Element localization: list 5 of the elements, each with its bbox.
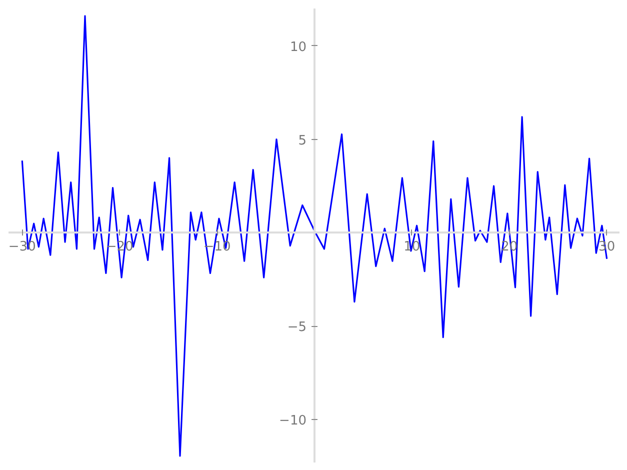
x-tick-label: −30 xyxy=(8,240,36,255)
y-tick-label: 10 xyxy=(290,40,306,55)
y-tick-label: −5 xyxy=(287,320,306,336)
y-tick-label: −10 xyxy=(279,414,306,429)
y-tick-label: 5 xyxy=(298,133,306,148)
